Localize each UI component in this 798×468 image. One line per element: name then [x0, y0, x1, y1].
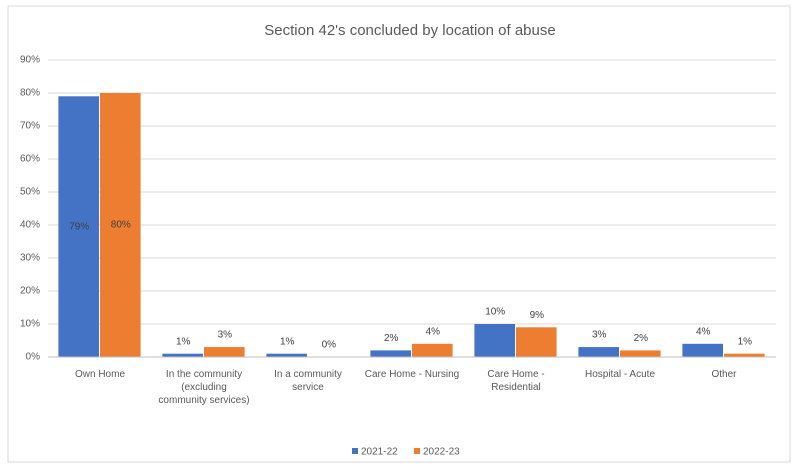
bar	[516, 327, 557, 357]
y-tick-label: 60%	[20, 154, 40, 165]
y-tick-label: 20%	[20, 286, 40, 297]
data-label: 2%	[384, 333, 399, 344]
legend-label: 2021-22	[361, 447, 398, 458]
bar	[100, 93, 141, 357]
bar	[578, 347, 619, 357]
bar	[162, 353, 203, 357]
data-label: 2%	[634, 333, 649, 344]
x-tick-label: Own Home	[74, 369, 125, 380]
x-tick-label: Other	[711, 369, 737, 380]
x-tick-label: In the community (excluding community se…	[158, 369, 250, 406]
y-tick-label: 50%	[20, 187, 40, 198]
bar	[58, 96, 99, 358]
bar	[620, 350, 661, 357]
y-tick-label: 0%	[26, 352, 41, 363]
data-label: 9%	[530, 310, 545, 321]
data-label: 0%	[322, 340, 337, 351]
data-label: 1%	[176, 336, 191, 347]
data-label: 10%	[485, 307, 505, 318]
bar	[682, 343, 723, 357]
data-label: 79%	[69, 221, 89, 232]
x-tick-label: Hospital - Acute	[584, 369, 656, 380]
y-tick-label: 90%	[20, 55, 40, 66]
x-tick-label: Care Home - Residential	[487, 369, 545, 393]
bar	[370, 350, 411, 357]
legend-label: 2022-23	[423, 447, 460, 458]
data-label: 1%	[280, 336, 295, 347]
y-tick-label: 80%	[20, 88, 40, 99]
data-label: 3%	[218, 330, 233, 341]
bar	[724, 353, 765, 357]
legend-swatch	[352, 448, 358, 454]
y-tick-label: 10%	[20, 319, 40, 330]
data-label: 1%	[738, 336, 753, 347]
y-tick-label: 40%	[20, 220, 40, 231]
y-tick-label: 30%	[20, 253, 40, 264]
legend-swatch	[414, 448, 420, 454]
x-tick-label: In a community service	[274, 369, 342, 393]
bar	[474, 324, 515, 357]
bar	[266, 353, 307, 357]
data-label: 4%	[696, 326, 711, 337]
chart-title: Section 42's concluded by location of ab…	[264, 22, 555, 39]
bar	[412, 343, 453, 357]
bar	[204, 347, 245, 357]
data-label: 4%	[426, 326, 441, 337]
data-label: 80%	[111, 220, 131, 231]
data-label: 3%	[592, 330, 607, 341]
y-tick-label: 70%	[20, 121, 40, 132]
x-tick-label: Care Home - Nursing	[364, 369, 460, 380]
